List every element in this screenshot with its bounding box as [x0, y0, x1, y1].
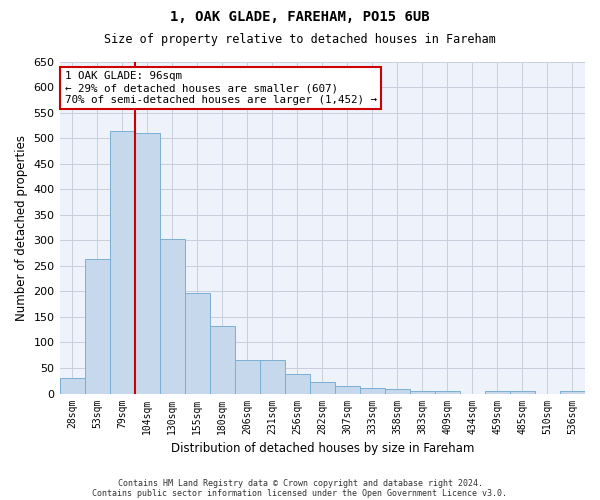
Bar [335, 386, 360, 394]
Bar [160, 240, 185, 394]
Bar [310, 382, 335, 394]
Text: Contains public sector information licensed under the Open Government Licence v3: Contains public sector information licen… [92, 488, 508, 498]
Bar [285, 374, 310, 394]
Y-axis label: Number of detached properties: Number of detached properties [15, 134, 28, 320]
Bar [435, 391, 460, 394]
Bar [235, 360, 260, 394]
Bar [59, 378, 85, 394]
Bar [410, 391, 435, 394]
Bar [360, 388, 385, 394]
Bar [85, 259, 110, 394]
Bar [485, 391, 510, 394]
Bar [260, 360, 285, 394]
Text: 1, OAK GLADE, FAREHAM, PO15 6UB: 1, OAK GLADE, FAREHAM, PO15 6UB [170, 10, 430, 24]
Bar [110, 132, 134, 394]
Text: 1 OAK GLADE: 96sqm
← 29% of detached houses are smaller (607)
70% of semi-detach: 1 OAK GLADE: 96sqm ← 29% of detached hou… [65, 72, 377, 104]
Bar [510, 391, 535, 394]
Bar [134, 133, 160, 394]
Bar [385, 390, 410, 394]
Text: Contains HM Land Registry data © Crown copyright and database right 2024.: Contains HM Land Registry data © Crown c… [118, 478, 482, 488]
X-axis label: Distribution of detached houses by size in Fareham: Distribution of detached houses by size … [170, 442, 474, 455]
Bar [560, 391, 585, 394]
Bar [185, 294, 209, 394]
Text: Size of property relative to detached houses in Fareham: Size of property relative to detached ho… [104, 32, 496, 46]
Bar [209, 326, 235, 394]
